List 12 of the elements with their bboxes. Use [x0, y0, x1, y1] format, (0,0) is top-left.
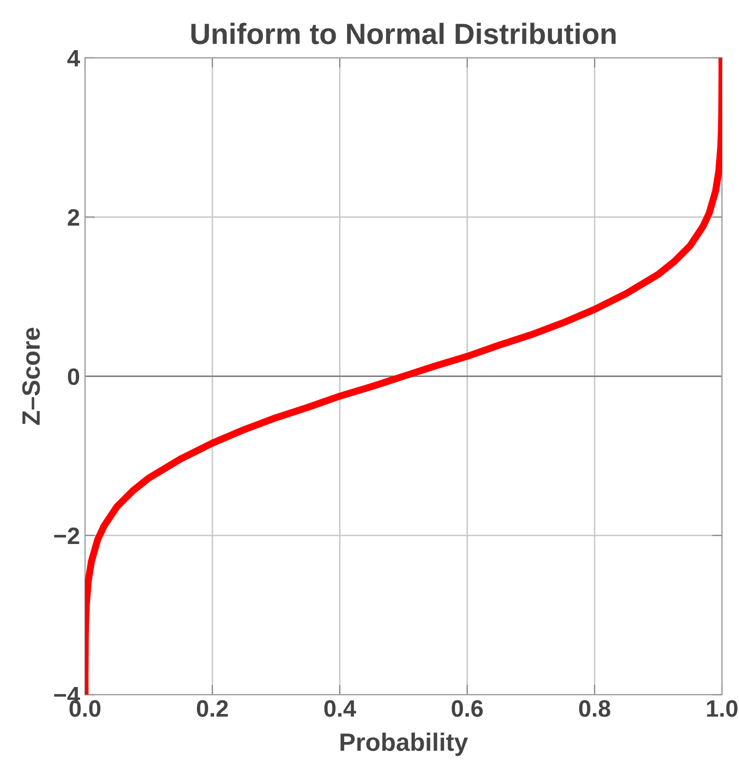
y-tick-label: −2 [54, 528, 80, 544]
y-tick-label: 0 [68, 368, 80, 386]
x-tick-label: 0.2 [196, 700, 228, 717]
y-axis-title: Z–Score [22, 328, 40, 425]
y-tick-label: 2 [68, 209, 80, 226]
x-axis-title: Probability [340, 732, 468, 756]
x-tick-label: 0.8 [579, 700, 610, 717]
x-tick-label: 1.0 [707, 700, 738, 717]
x-tick-label: 0.6 [452, 700, 483, 717]
x-tick-label: 0.4 [324, 700, 356, 717]
y-tick-label: 4 [67, 50, 80, 66]
chart-title: Uniform to Normal Distribution [191, 22, 616, 44]
